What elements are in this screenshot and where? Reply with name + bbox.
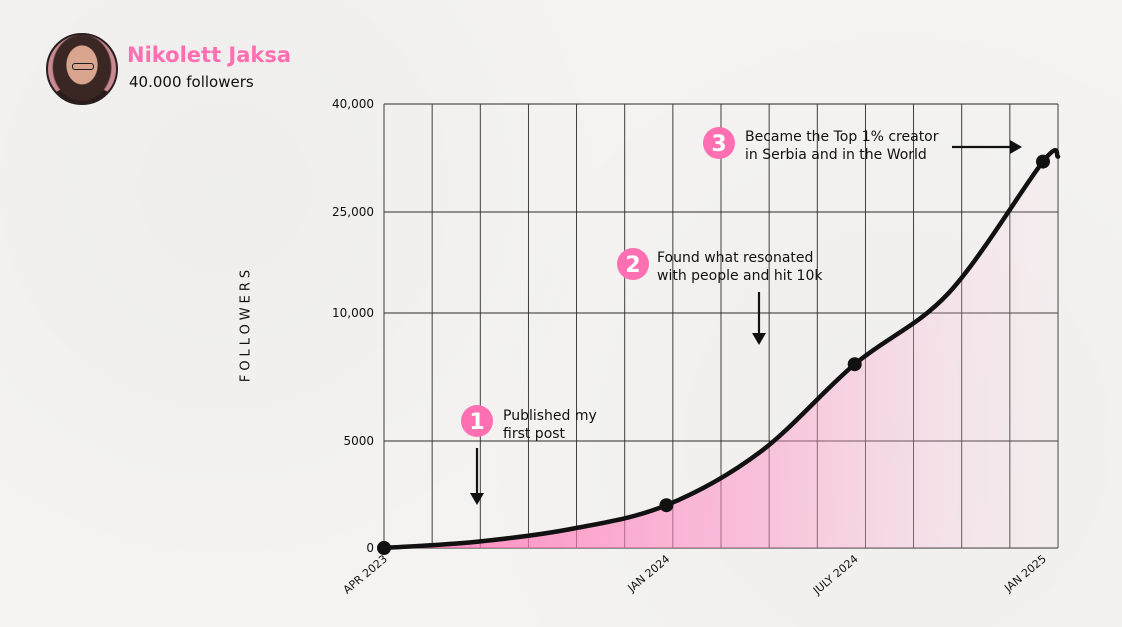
- milestone-number: 3: [711, 132, 726, 157]
- arrow-head-icon: [752, 333, 766, 345]
- milestone-number: 2: [625, 253, 640, 278]
- followers-area: [384, 150, 1058, 549]
- milestone-text: Found what resonated: [657, 250, 813, 266]
- y-tick-label: 40,000: [332, 97, 374, 111]
- milestone-text: Published my: [503, 408, 597, 424]
- x-tick-label: JAN 2024: [625, 552, 673, 595]
- milestone-point: [847, 357, 862, 372]
- arrow-head-icon: [1010, 140, 1022, 154]
- milestone-point: [659, 498, 674, 513]
- y-tick-label: 10,000: [332, 306, 374, 320]
- milestone-number: 1: [469, 410, 484, 435]
- milestone-badge: [461, 405, 493, 437]
- milestone-points: [377, 154, 1050, 555]
- x-tick-label: JAN 2025: [1001, 552, 1049, 595]
- follower-count: 40.000 followers: [129, 73, 254, 91]
- followers-line: [381, 148, 1061, 551]
- milestone-badge: [703, 127, 735, 159]
- milestone-text: Became the Top 1% creator: [745, 129, 939, 145]
- x-axis-ticks: APR 2023 JAN 2024 JULY 2024 JAN 2025: [341, 552, 1049, 597]
- milestone-point: [1036, 154, 1050, 169]
- y-axis-ticks: 0 5000 10,000 25,000 40,000: [332, 97, 374, 555]
- x-tick-label: APR 2023: [341, 552, 390, 596]
- profile-name: Nikolett Jaksa: [127, 43, 292, 67]
- x-tick-label: JULY 2024: [810, 552, 861, 597]
- y-tick-label: 5000: [343, 434, 374, 448]
- milestone-text: first post: [503, 426, 566, 442]
- milestone-badge: [617, 248, 649, 280]
- arrow-head-icon: [470, 493, 484, 505]
- avatar: [46, 33, 118, 105]
- milestone-annotations: 1 Published my first post 2 Found what reson…: [461, 127, 1022, 505]
- y-tick-label: 25,000: [332, 205, 374, 219]
- milestone-text: in Serbia and in the World: [745, 147, 927, 163]
- milestone-text: with people and hit 10k: [657, 268, 823, 284]
- y-tick-label: 0: [366, 541, 374, 555]
- glasses-icon: [72, 63, 94, 70]
- start-point: [377, 541, 391, 555]
